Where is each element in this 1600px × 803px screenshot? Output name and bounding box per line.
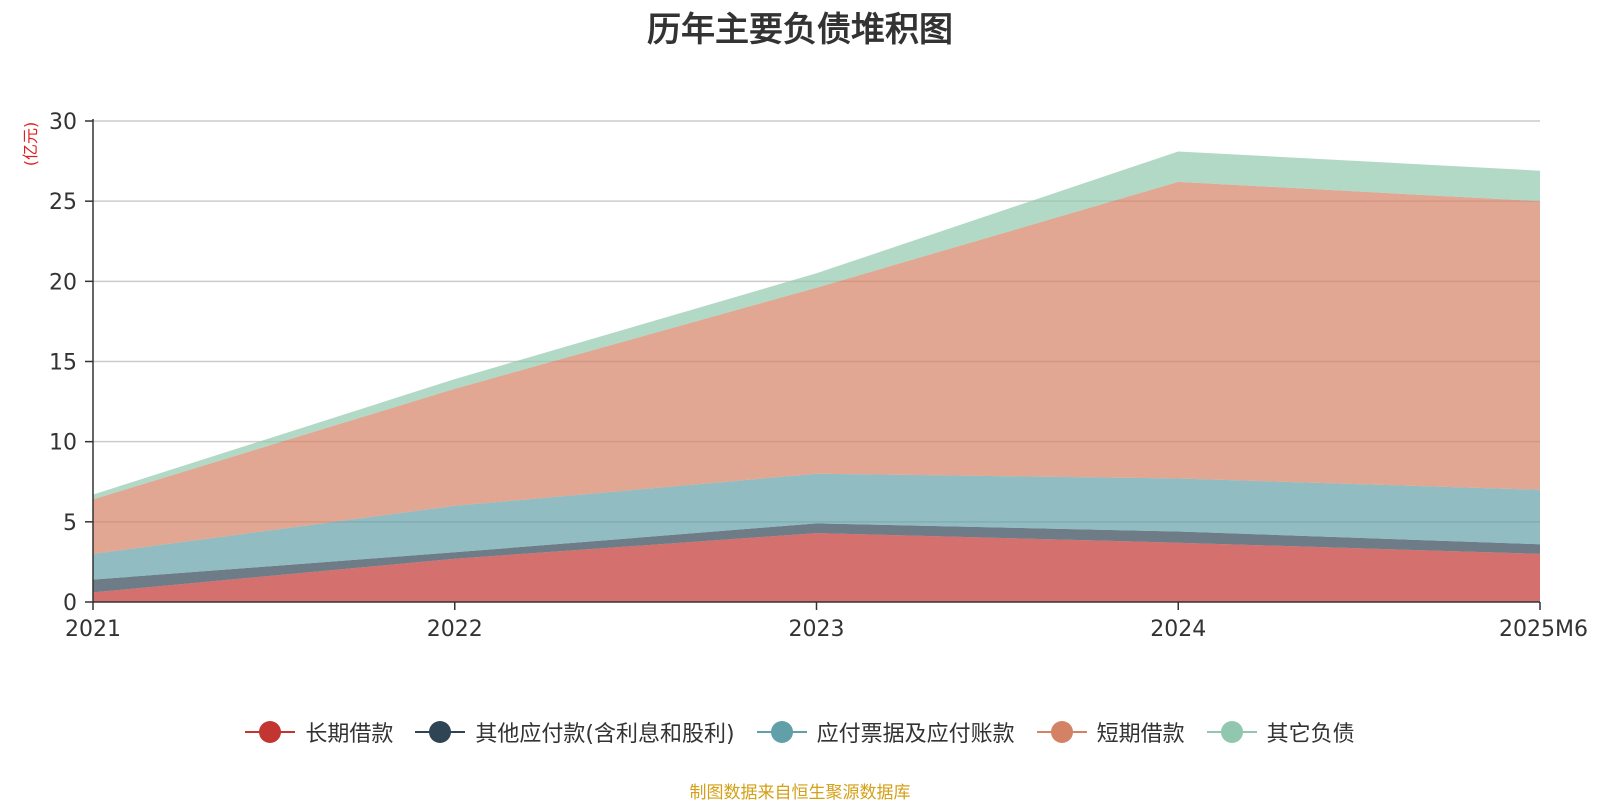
area-series: [93, 151, 1540, 602]
axes: 0 5 10 15 20 25 30 2021 2022 2023 2024 2025M6: [49, 110, 1588, 642]
legend-label: 其他应付款(含利息和股利): [475, 722, 735, 747]
y-tick-label: 15: [49, 351, 77, 376]
legend-item[interactable]: 其他应付款(含利息和股利): [415, 716, 735, 748]
x-tick-label: 2021: [65, 617, 121, 642]
legend-marker: [415, 720, 466, 744]
legend-marker: [1206, 720, 1257, 744]
chart-title: 历年主要负债堆积图: [647, 10, 953, 50]
y-tick-label: 20: [49, 270, 77, 295]
y-tick-label: 25: [49, 190, 77, 215]
y-axis-label: (亿元): [21, 122, 40, 167]
area-2: [93, 473, 1540, 580]
legend-label: 短期借款: [1096, 722, 1185, 747]
y-tick-label: 30: [49, 110, 77, 135]
legend-marker: [756, 720, 807, 744]
y-tick-label: 5: [63, 511, 77, 536]
legend-label: 其它负债: [1266, 722, 1355, 747]
legend-item[interactable]: 短期借款: [1036, 716, 1185, 748]
x-tick-label: 2024: [1150, 617, 1206, 642]
area-3: [93, 181, 1540, 554]
x-tick-label: 2025M6: [1499, 617, 1588, 642]
legend-marker: [1036, 720, 1087, 744]
legend-item[interactable]: 其它负债: [1206, 716, 1355, 748]
x-tick-label: 2022: [427, 617, 483, 642]
source-note: 制图数据来自恒生聚源数据库: [689, 783, 911, 803]
y-tick-label: 0: [63, 591, 77, 616]
x-tick-label: 2023: [789, 617, 845, 642]
area-0: [93, 533, 1540, 602]
area-4: [93, 151, 1540, 500]
legend: 长期借款 其他应付款(含利息和股利) 应付票据及应付账款 短期借款 其它负债: [0, 716, 1600, 748]
legend-item[interactable]: 长期借款: [245, 716, 393, 748]
area-1: [93, 523, 1540, 593]
legend-label: 应付票据及应付账款: [816, 722, 1015, 747]
y-tick-label: 10: [49, 431, 77, 456]
legend-label: 长期借款: [305, 722, 394, 747]
legend-item[interactable]: 应付票据及应付账款: [756, 716, 1015, 748]
legend-marker: [245, 720, 296, 744]
